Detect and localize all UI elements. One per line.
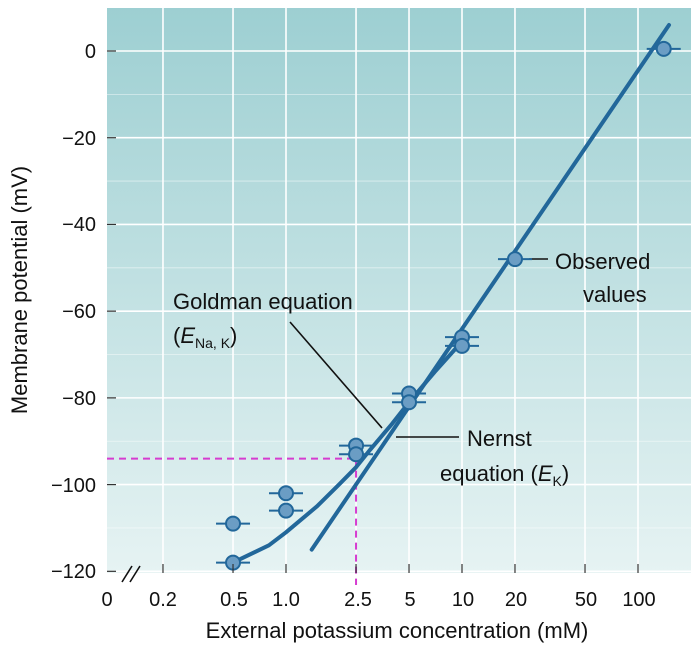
x-tick-label: 5 [404,589,415,611]
x-axis-title: External potassium concentration (mM) [206,618,589,643]
goldman-sublabel: (ENa, K) [173,323,237,351]
x-tick-label: 0.2 [149,589,177,611]
annotation-pointers [289,258,548,438]
goldman-label: Goldman equation [173,289,353,314]
y-tick-label: −100 [51,475,96,497]
plot-background [107,8,691,573]
observed-point [348,446,365,463]
observed-label: Observed [555,249,650,274]
x-tick-label: 2.5 [344,589,372,611]
observed-point [278,502,294,519]
y-tick-label: −80 [62,388,96,410]
observed-points [216,40,681,571]
x-tick-label: 0 [101,589,112,611]
y-axis-title: Membrane potential (mV) [7,166,32,414]
x-tick-label: 50 [575,589,597,611]
observed-point [225,515,242,532]
y-tick-label: −40 [62,214,96,236]
y-tick-label: −20 [62,128,96,150]
x-tick-label: 1.0 [272,589,300,611]
x-tick-label: 20 [505,589,527,611]
observed-point [401,394,418,411]
y-tick-label: −60 [62,301,96,323]
axis-break-mark [121,565,141,583]
observed-point [506,251,523,268]
nernst-label: Nernst [467,426,532,451]
nernst-sublabel: equation (EK) [440,461,569,489]
y-tick-label: −120 [51,561,96,583]
reference-lines [107,457,358,585]
ticks [107,50,639,573]
goldman-pointer [289,321,383,429]
x-tick-label: 0.5 [220,589,248,611]
nernst-equation-curve [309,23,671,552]
observed-point [278,485,294,502]
observed-point [454,337,470,354]
x-tick-label: 100 [622,589,655,611]
observed-sublabel: values [583,282,647,307]
curves [231,23,671,565]
y-tick-label: 0 [85,41,96,63]
x-tick-label: 10 [452,589,474,611]
observed-point [655,40,672,57]
